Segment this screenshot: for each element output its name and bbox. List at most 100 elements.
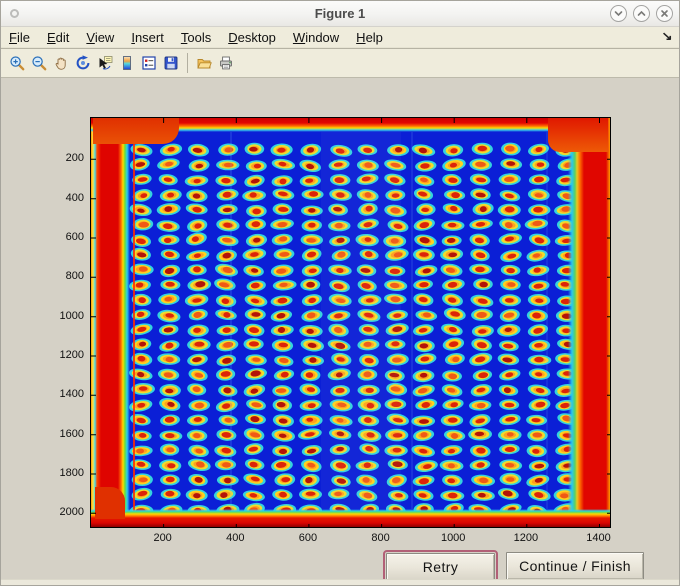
menu-item-desktop[interactable]: Desktop: [228, 30, 276, 45]
microarray-spot: [243, 338, 264, 351]
microarray-spot: [528, 488, 551, 502]
microarray-spot: [270, 324, 294, 336]
image-edge-bottom: [91, 509, 610, 527]
image-edge-right: [566, 118, 610, 527]
microarray-spot: [442, 398, 464, 410]
image-corner-bottom-left: [95, 487, 125, 519]
rotate-3d-button[interactable]: [72, 51, 94, 75]
microarray-spot: [497, 353, 520, 366]
menu-item-tools[interactable]: Tools: [180, 30, 212, 45]
menu-item-help[interactable]: Help: [356, 30, 383, 45]
microarray-spot: [443, 429, 466, 441]
microarray-spot: [470, 294, 494, 308]
window-menu-icon[interactable]: [10, 9, 19, 18]
menu-item-view[interactable]: View: [86, 30, 115, 45]
microarray-spot: [413, 324, 434, 336]
microarray-spot: [270, 295, 293, 307]
microarray-spot: [440, 490, 465, 502]
microarray-spot: [499, 413, 521, 426]
microarray-spot: [184, 293, 209, 307]
menu-item-edit[interactable]: Edit: [46, 30, 70, 45]
open-file-button[interactable]: [193, 51, 215, 75]
microarray-spot: [526, 414, 548, 426]
data-cursor-icon: [99, 56, 113, 70]
microarray-spot: [186, 250, 210, 262]
microarray-spot: [300, 233, 323, 246]
microarray-spot: [471, 474, 496, 487]
insert-colorbar-button[interactable]: [116, 51, 138, 75]
maximize-button[interactable]: [633, 5, 650, 22]
microarray-spot: [498, 384, 519, 396]
microarray-spot: [160, 488, 181, 500]
microarray-spot: [187, 264, 207, 276]
microarray-spot: [245, 218, 266, 231]
data-cursor-button[interactable]: [94, 51, 116, 75]
menu-item-window[interactable]: Window: [292, 30, 340, 45]
image-corner-top-left: [93, 118, 179, 144]
microarray-spot: [156, 203, 181, 216]
y-tick-label: 1800: [59, 467, 84, 479]
close-button[interactable]: [656, 5, 673, 22]
microarray-spot: [244, 458, 265, 471]
retry-button[interactable]: Retry: [383, 550, 498, 584]
dock-arrow-icon[interactable]: ↘: [661, 29, 673, 43]
microarray-spot: [188, 444, 209, 457]
x-tick-label: 1200: [513, 532, 539, 544]
microarray-spot: [187, 353, 208, 366]
microarray-spot: [159, 397, 181, 412]
toolbar-separator: [187, 53, 188, 73]
microarray-spot: [471, 338, 492, 352]
microarray-spot: [442, 337, 465, 351]
zoom-out-button[interactable]: [28, 51, 50, 75]
microarray-spot: [301, 459, 322, 473]
microarray-spot: [300, 368, 321, 382]
microarray-spot: [500, 158, 523, 170]
print-figure-button[interactable]: [215, 51, 237, 75]
microarray-spot: [499, 190, 521, 202]
microarray-spot: [299, 159, 322, 173]
microarray-spot: [440, 263, 463, 277]
microarray-spot: [498, 233, 522, 245]
insert-legend-button[interactable]: [138, 51, 160, 75]
microarray-spot: [187, 458, 211, 472]
minimize-button[interactable]: [610, 5, 627, 22]
microarray-spot: [441, 220, 465, 231]
microarray-spot: [188, 159, 210, 172]
printer-icon: [220, 56, 232, 70]
microarray-spot: [216, 474, 239, 486]
microarray-spot: [158, 174, 178, 186]
pan-button[interactable]: [50, 51, 72, 75]
microarray-spot: [215, 399, 238, 413]
microarray-spot: [272, 385, 292, 397]
zoom-in-button[interactable]: [6, 51, 28, 75]
pan-hand-icon: [55, 57, 66, 70]
image-seam: [411, 132, 413, 509]
microarray-spot: [273, 248, 295, 261]
microarray-spot: [413, 429, 435, 442]
continue-finish-button[interactable]: Continue / Finish: [506, 552, 644, 580]
image-corner-top-right: [548, 118, 608, 152]
microarray-spot: [300, 278, 321, 291]
microarray-spot: [414, 353, 437, 365]
microarray-spot: [499, 308, 520, 322]
microarray-spot: [469, 233, 490, 247]
microarray-spot: [442, 293, 463, 307]
microarray-spot: [246, 280, 266, 292]
microarray-spot: [245, 413, 266, 425]
menu-item-insert[interactable]: Insert: [131, 30, 164, 45]
figure-toolbar: [1, 48, 679, 78]
microarray-spot: [411, 144, 436, 157]
y-tick-label: 400: [65, 191, 84, 204]
microarray-spot: [186, 429, 208, 442]
microarray-spot: [470, 444, 491, 458]
microarray-spot: [243, 473, 266, 486]
menu-item-file[interactable]: File: [9, 30, 30, 45]
microarray-spot: [499, 294, 521, 307]
microarray-spot: [499, 472, 522, 486]
axes-image-plot[interactable]: [90, 117, 611, 528]
save-figure-button[interactable]: [160, 51, 182, 75]
microarray-spot: [300, 473, 320, 488]
microarray-spot: [299, 383, 321, 396]
microarray-spot: [216, 218, 240, 232]
